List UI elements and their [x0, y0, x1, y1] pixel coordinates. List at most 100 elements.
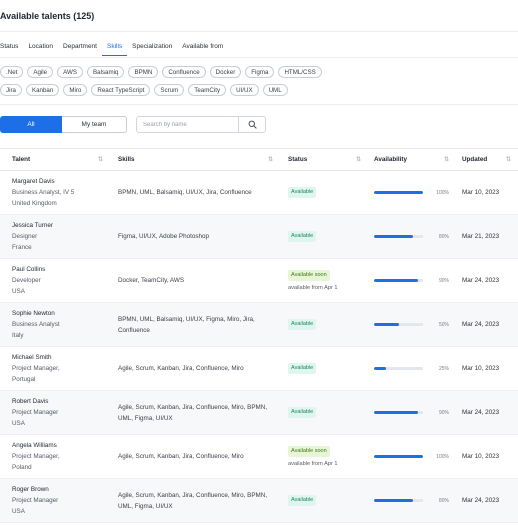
skills-cell: Agile, Scrum, Kanban, Jira, Confluence, …	[110, 390, 280, 435]
tab-specialization[interactable]: Specialization	[132, 43, 173, 50]
talent-cell: Margaret Davis Business Analyst, IV 5 Unit…	[0, 170, 110, 215]
updated-cell: Mar 24, 2023	[456, 258, 518, 303]
column-header-skills[interactable]: Skills ⇅	[110, 148, 280, 171]
updated-cell: Mar 24, 2023	[456, 390, 518, 435]
tab-location[interactable]: Location	[28, 43, 54, 50]
availability-bar-fill	[374, 499, 414, 502]
table-row[interactable]: Sophie Newton Business Analyst Italy BPMN, …	[0, 302, 518, 347]
status-cell: Available	[280, 170, 368, 215]
column-header-talent[interactable]: Talent ⇅	[0, 148, 110, 171]
skills-cell: Agile, Scrum, Kanban, Jira, Confluence, …	[110, 434, 280, 479]
talent-name[interactable]: Robert Davis	[12, 398, 49, 405]
talent-name[interactable]: Roger Brown	[12, 486, 49, 493]
search-icon	[248, 120, 257, 129]
table-row[interactable]: Paul Collins Developer USA Docker, TeamCity…	[0, 258, 518, 303]
sort-icon: ⇅	[443, 157, 449, 163]
tab-department[interactable]: Department	[63, 43, 97, 50]
availability-bar-fill	[374, 367, 387, 370]
sort-icon: ⇅	[505, 157, 511, 163]
availability-bar-fill	[374, 411, 419, 414]
search-input[interactable]	[137, 117, 239, 132]
skills-text: Agile, Scrum, Kanban, Jira, Confluence, …	[118, 491, 268, 510]
table-row[interactable]: Michael Smith Project Manager, Portugal Agi…	[0, 346, 518, 391]
skill-chip[interactable]: Scrum	[154, 84, 185, 96]
status-badge: Available soon	[288, 269, 330, 281]
filter-tabs: Status Location Department Skills Specializa…	[0, 43, 228, 56]
availability-percent: 25%	[438, 365, 449, 372]
talent-role: Business Analyst, IV 5	[12, 189, 75, 196]
my-team-button[interactable]: My team	[62, 116, 127, 133]
all-button[interactable]: All	[0, 116, 62, 133]
column-header-availability[interactable]: Availability ⇅	[368, 148, 456, 171]
column-label: Talent	[12, 156, 31, 163]
skill-chip[interactable]: TeamCity	[188, 84, 227, 96]
availability: 80%	[374, 498, 456, 504]
availability-bar	[374, 411, 423, 414]
availability-percent: 100%	[436, 189, 449, 196]
talent-name[interactable]: Paul Collins	[12, 266, 46, 273]
skill-chip[interactable]: React TypeScript	[91, 84, 151, 96]
talent-role: Project Manager	[12, 409, 59, 416]
talent-location: USA	[12, 288, 25, 295]
talent-name[interactable]: Angela Williams	[12, 442, 57, 449]
skill-chip[interactable]: AWS	[57, 66, 83, 78]
skill-chip[interactable]: UML	[262, 84, 288, 96]
column-header-updated[interactable]: Updated ⇅	[456, 148, 518, 171]
talent-name[interactable]: Michael Smith	[12, 354, 52, 361]
availability-percent: 90%	[438, 409, 449, 416]
tab-available-from[interactable]: Available from	[182, 43, 224, 50]
column-header-status[interactable]: Status ⇅	[280, 148, 368, 171]
talent-name[interactable]: Jessica Turner	[12, 222, 53, 229]
available-from-note: available from Apr 1	[288, 284, 338, 291]
talent-name[interactable]: Sophie Newton	[12, 310, 55, 317]
skill-chip[interactable]: Miro	[63, 84, 88, 96]
talent-role: Designer	[12, 233, 38, 240]
table-row[interactable]: Margaret Davis Business Analyst, IV 5 Unit…	[0, 170, 518, 215]
status-cell: Available	[280, 478, 368, 523]
talent-name[interactable]: Margaret Davis	[12, 178, 55, 185]
skills-cell: BPMN, UML, Balsamiq, UI/UX, Jira, Conflu…	[110, 170, 280, 215]
skill-chip[interactable]: BPMN	[128, 66, 159, 78]
table-body: Margaret Davis Business Analyst, IV 5 Unit…	[0, 170, 518, 523]
availability-cell: 80%	[368, 214, 456, 259]
skills-text: BPMN, UML, Balsamiq, UI/UX, Figma, Miro,…	[118, 315, 255, 334]
skill-chip[interactable]: HTML/CSS	[278, 66, 322, 78]
talent-cell: Jessica Turner Designer France	[0, 214, 110, 259]
skills-text: BPMN, UML, Balsamiq, UI/UX, Jira, Conflu…	[118, 189, 252, 196]
updated-date: Mar 10, 2023	[462, 453, 500, 460]
search-button[interactable]	[238, 117, 265, 132]
skills-cell: Figma, UI/UX, Adobe Photoshop	[110, 214, 280, 259]
availability-cell: 90%	[368, 258, 456, 303]
availability-cell: 90%	[368, 390, 456, 435]
table-row[interactable]: Jessica Turner Designer France Figma, UI/UX…	[0, 214, 518, 259]
skill-chip[interactable]: Kanban	[25, 84, 60, 96]
talent-role: Project Manager,	[12, 365, 60, 372]
updated-cell: Mar 21, 2023	[456, 214, 518, 259]
skill-chip[interactable]: Confluence	[162, 66, 206, 78]
skill-chip[interactable]: Figma	[245, 66, 275, 78]
status-cell: Available	[280, 302, 368, 347]
table-row[interactable]: Robert Davis Project Manager USA Agile, Scr…	[0, 390, 518, 435]
table-row[interactable]: Angela Williams Project Manager, Poland Agi…	[0, 434, 518, 479]
skill-chip[interactable]: Balsamiq	[87, 66, 125, 78]
skill-chip[interactable]: .Net	[0, 66, 24, 78]
skill-chip[interactable]: Docker	[209, 66, 242, 78]
tab-skills[interactable]: Skills	[101, 43, 128, 56]
availability-cell: 25%	[368, 346, 456, 391]
availability: 90%	[374, 410, 456, 416]
talent-cell: Roger Brown Project Manager USA	[0, 478, 110, 523]
status-badge: Available	[288, 319, 317, 330]
updated-cell: Mar 10, 2023	[456, 170, 518, 215]
skill-chip[interactable]: Jira	[0, 84, 22, 96]
tab-status[interactable]: Status	[0, 43, 19, 50]
availability-bar	[374, 323, 423, 326]
availability-bar-fill	[374, 191, 423, 194]
table-row[interactable]: Roger Brown Project Manager USA Agile, Scru…	[0, 478, 518, 523]
chips-divider	[0, 104, 518, 105]
talent-cell: Sophie Newton Business Analyst Italy	[0, 302, 110, 347]
skill-chip[interactable]: Agile	[27, 66, 54, 78]
talent-cell: Michael Smith Project Manager, Portugal	[0, 346, 110, 391]
skill-chip[interactable]: UI/UX	[230, 84, 259, 96]
talent-role: Business Analyst	[12, 321, 60, 328]
availability: 50%	[374, 322, 456, 328]
